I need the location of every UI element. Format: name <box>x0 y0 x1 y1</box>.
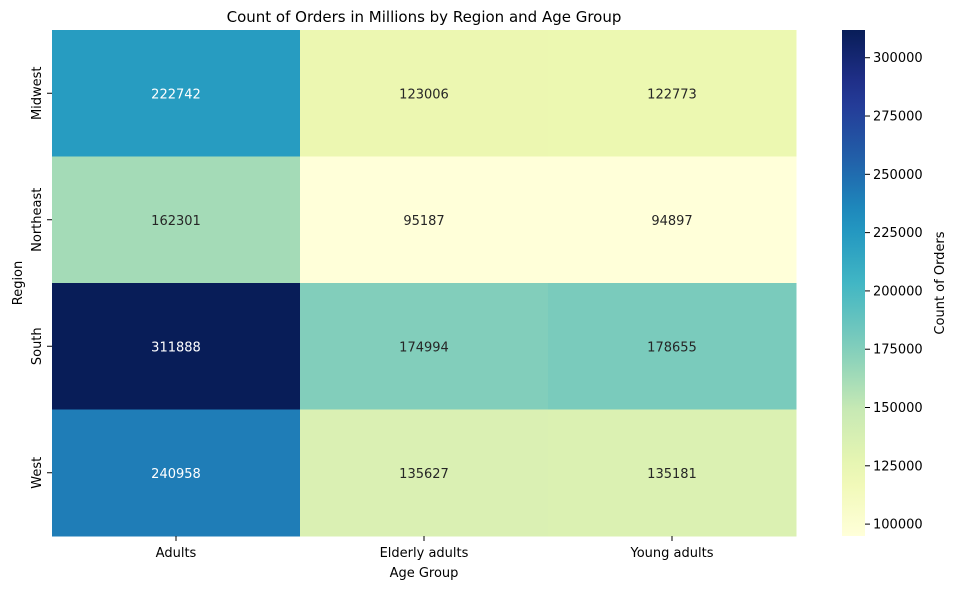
colorbar-tick-label: 200000 <box>873 284 923 299</box>
heatmap-cell <box>548 409 797 537</box>
colorbar-tick-label: 150000 <box>873 401 923 416</box>
colorbar: 100000 125000 150000 175000 200000 225000 2500… <box>842 30 948 536</box>
cell-value-label: 123006 <box>399 87 449 102</box>
colorbar-label: Count of Orders <box>933 231 948 334</box>
y-tick-label: West <box>30 457 45 489</box>
cell-value-label: 178655 <box>647 340 697 355</box>
cell-value-label: 135181 <box>647 467 697 482</box>
x-axis: Adults Elderly adults Young adults <box>156 536 714 561</box>
y-axis: Midwest Northeast South West <box>30 66 52 489</box>
colorbar-ticks: 100000 125000 150000 175000 200000 225000 2500… <box>865 51 923 533</box>
y-tick-label: Northeast <box>30 188 45 252</box>
colorbar-tick-label: 125000 <box>873 459 923 474</box>
x-axis-label: Age Group <box>390 566 459 581</box>
cell-value-label: 174994 <box>399 340 449 355</box>
cell-value-label: 222742 <box>151 87 201 102</box>
heatmap-cell <box>52 283 301 410</box>
cell-value-label: 122773 <box>647 87 697 102</box>
cell-value-label: 94897 <box>651 214 692 229</box>
cell-value-label: 311888 <box>151 340 201 355</box>
heatmap-cell <box>52 30 301 157</box>
cell-value-label: 135627 <box>399 467 449 482</box>
heatmap-cell <box>300 156 549 284</box>
colorbar-tick-label: 275000 <box>873 110 923 125</box>
colorbar-tick-label: 300000 <box>873 51 923 66</box>
y-axis-label: Region <box>11 261 26 306</box>
colorbar-tick-label: 250000 <box>873 168 923 183</box>
y-tick-label: South <box>30 327 45 365</box>
heatmap-cell <box>548 283 797 410</box>
colorbar-gradient <box>842 30 865 536</box>
x-tick-label: Elderly adults <box>380 546 469 561</box>
heatmap-cell <box>548 30 797 157</box>
cell-value-label: 95187 <box>403 214 444 229</box>
heatmap-cell <box>52 156 301 284</box>
heatmap-cell <box>300 30 549 157</box>
cell-value-label: 162301 <box>151 214 201 229</box>
heatmap-cell <box>300 409 549 537</box>
chart-title: Count of Orders in Millions by Region an… <box>227 8 622 26</box>
heatmap-cells: 222742 123006 122773 162301 95187 94897 311888… <box>52 30 797 537</box>
heatmap-cell <box>300 283 549 410</box>
x-tick-label: Young adults <box>630 546 714 561</box>
heatmap-cell <box>52 409 301 537</box>
colorbar-tick-label: 175000 <box>873 343 923 358</box>
x-tick-label: Adults <box>156 546 197 561</box>
y-tick-label: Midwest <box>30 66 45 120</box>
cell-value-label: 240958 <box>151 467 201 482</box>
heatmap-cell <box>548 156 797 284</box>
colorbar-tick-label: 100000 <box>873 518 923 533</box>
colorbar-tick-label: 225000 <box>873 226 923 241</box>
